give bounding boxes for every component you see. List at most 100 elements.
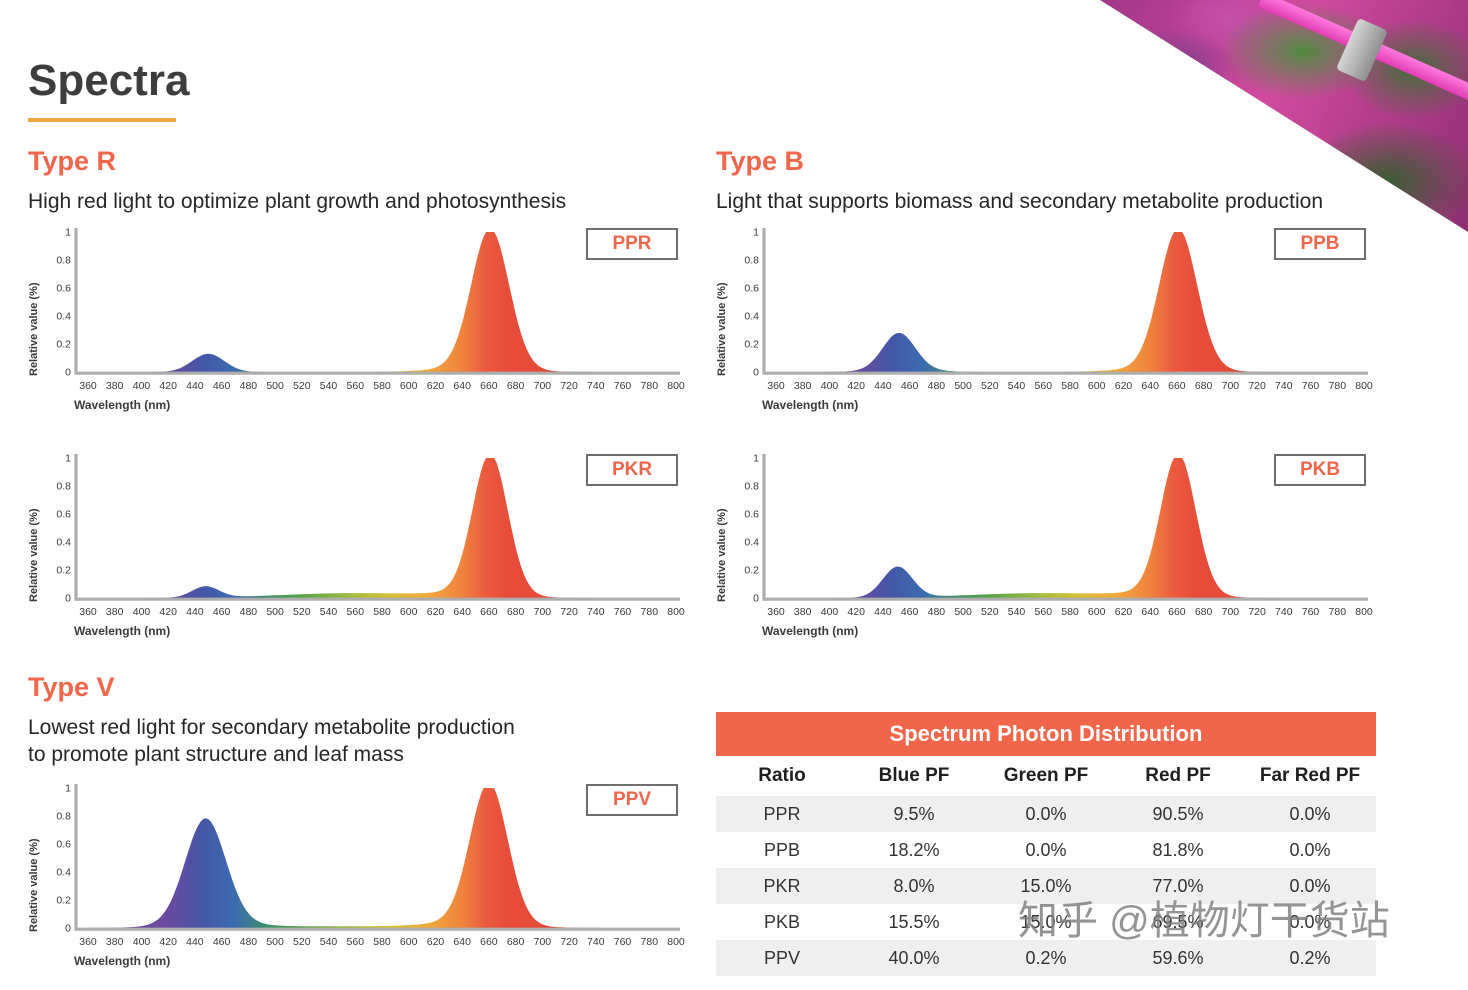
x-axis-label: Wavelength (nm) [74,398,171,412]
x-tick-label: 460 [213,380,231,392]
spectrum-area [88,788,676,928]
x-tick-label: 760 [1302,606,1320,618]
y-tick-label: 1 [65,783,71,795]
table-cell: 0.0% [1289,875,1331,896]
x-tick-label: 700 [534,380,552,392]
y-tick-label: 0.8 [744,481,759,493]
x-tick-label: 600 [1088,380,1106,392]
x-tick-label: 640 [1141,606,1159,618]
x-tick-label: 740 [587,380,605,392]
x-tick-label: 560 [347,936,365,948]
pkb-label-badge: PKB [1274,454,1366,486]
table-cell: 15.0% [1020,911,1072,932]
chart-pkb: PKB Relative value (%) 0 0.2 0.4 0.6 0.8 1 360… [716,446,1380,658]
x-tick-label: 400 [821,606,839,618]
chart-label: PKB [1299,459,1341,480]
x-tick-label: 580 [1061,606,1079,618]
y-tick-label: 1 [65,227,71,239]
x-tick-label: 500 [954,380,972,392]
table-cell: 59.6% [1152,947,1204,968]
x-tick-label: 620 [427,606,445,618]
table-cell: 0.0% [1025,803,1067,824]
x-tick-label: 380 [794,606,812,618]
x-tick-label: 680 [1195,380,1213,392]
y-tick-label: 0.2 [56,895,71,907]
x-tick-label: 640 [453,380,471,392]
x-tick-label: 680 [1195,606,1213,618]
x-tick-label: 780 [1329,380,1347,392]
table-cell: 40.0% [888,947,940,968]
x-tick-label: 500 [266,606,284,618]
y-tick-label: 0 [65,367,71,379]
x-tick-label: 700 [534,936,552,948]
x-tick-label: 360 [79,380,97,392]
table-cell: 0.0% [1289,911,1331,932]
x-tick-label: 580 [373,606,391,618]
x-tick-label: 460 [213,606,231,618]
table-title: Spectrum Photon Distribution [716,712,1376,756]
table-cell: 8.0% [893,875,935,896]
x-tick-label: 400 [133,936,151,948]
column-header: Green PF [980,756,1112,796]
x-axis-label: Wavelength (nm) [762,624,859,638]
column-header: Red PF [1112,756,1244,796]
x-tick-label: 460 [213,936,231,948]
spectrum-table-body: PPR 9.5% 0.0% 90.5% 0.0% PPB 18.2% 0.0% 81.8% 0.0… [716,796,1376,976]
table-cell: 0.0% [1289,803,1331,824]
table-row: PKB 15.5% 15.0% 69.5% 0.0% [716,904,1376,940]
spectrum-plot: 0 0.2 0.4 0.6 0.8 1 360 380 400 420 440 460 480 500 52… [56,783,685,949]
x-tick-label: 480 [928,606,946,618]
table-cell: 0.0% [1025,839,1067,860]
column-header: Blue PF [848,756,980,796]
x-tick-label: 360 [767,606,785,618]
table-cell: 0.2% [1025,947,1067,968]
x-tick-label: 720 [560,606,578,618]
x-axis-label: Wavelength (nm) [74,954,171,968]
type-b-heading: Type B [716,146,805,176]
x-tick-label: 400 [821,380,839,392]
table-cell: PKR [763,875,801,896]
y-tick-label: 0 [753,593,759,605]
chart-ppr: PPR Relative value (%) 0 0.2 0.4 0.6 0.8 1 360… [28,220,692,432]
x-tick-label: 660 [1168,606,1186,618]
x-tick-label: 680 [507,606,525,618]
table-cell: 9.5% [893,803,935,824]
ppb-label-badge: PPB [1274,228,1366,260]
x-tick-label: 640 [453,936,471,948]
x-tick-label: 500 [954,606,972,618]
x-tick-label: 720 [1248,380,1266,392]
x-tick-label: 540 [1008,380,1026,392]
type-b-description: Light that supports biomass and secondar… [716,190,1324,213]
x-tick-label: 360 [767,380,785,392]
x-tick-label: 460 [901,380,919,392]
spectrum-plot: 0 0.2 0.4 0.6 0.8 1 360 380 400 420 440 460 480 500 52… [56,227,685,393]
title-underline [28,118,176,122]
ppr-label-badge: PPR [586,228,678,260]
y-tick-label: 0 [753,367,759,379]
x-tick-label: 480 [240,936,258,948]
x-tick-label: 720 [560,380,578,392]
type-r-description: High red light to optimize plant growth … [28,190,567,213]
y-tick-label: 0 [65,923,71,935]
x-tick-label: 520 [981,606,999,618]
x-tick-label: 420 [847,606,865,618]
y-tick-label: 1 [753,453,759,465]
y-tick-label: 0.2 [744,565,759,577]
x-tick-label: 800 [667,936,685,948]
spectrum-table-header-row: Ratio Blue PF Green PF Red PF Far Red PF [716,756,1376,796]
x-tick-label: 520 [981,380,999,392]
table-cell: 0.0% [1289,839,1331,860]
type-v-heading: Type V [28,672,115,702]
x-tick-label: 600 [400,936,418,948]
x-tick-label: 440 [186,936,204,948]
y-tick-label: 0.4 [744,537,759,549]
y-tick-label: 0.8 [56,811,71,823]
x-tick-label: 700 [1222,380,1240,392]
page-title: Spectra [28,56,190,105]
table-cell: 90.5% [1152,803,1204,824]
x-tick-label: 660 [480,936,498,948]
x-tick-label: 780 [641,936,659,948]
x-tick-label: 660 [480,606,498,618]
x-tick-label: 580 [373,936,391,948]
x-tick-label: 380 [794,380,812,392]
